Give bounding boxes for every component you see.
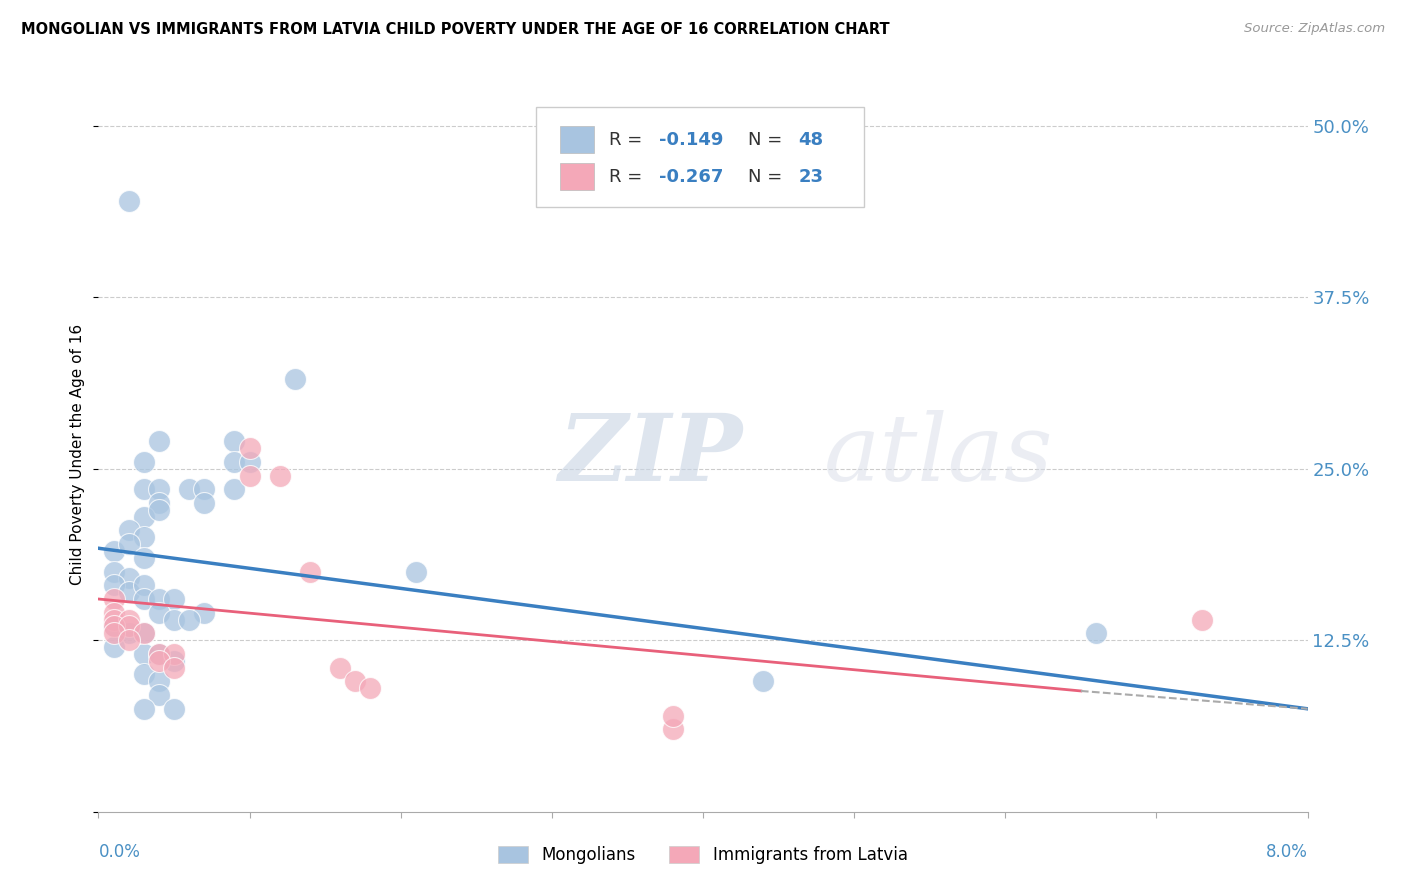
Text: -0.149: -0.149 bbox=[659, 130, 724, 148]
Point bbox=[193, 606, 215, 620]
Legend: Mongolians, Immigrants from Latvia: Mongolians, Immigrants from Latvia bbox=[498, 846, 908, 864]
Point bbox=[118, 633, 141, 648]
Point bbox=[163, 702, 186, 716]
Text: R =: R = bbox=[609, 130, 648, 148]
Point bbox=[662, 708, 685, 723]
Text: atlas: atlas bbox=[824, 410, 1053, 500]
Point bbox=[118, 619, 141, 633]
Point bbox=[360, 681, 382, 696]
Point bbox=[132, 482, 155, 496]
Point bbox=[148, 674, 170, 689]
Point bbox=[132, 509, 155, 524]
Point bbox=[239, 468, 262, 483]
Point bbox=[132, 578, 155, 592]
Point bbox=[132, 530, 155, 544]
Point bbox=[132, 647, 155, 661]
Text: MONGOLIAN VS IMMIGRANTS FROM LATVIA CHILD POVERTY UNDER THE AGE OF 16 CORRELATIO: MONGOLIAN VS IMMIGRANTS FROM LATVIA CHIL… bbox=[21, 22, 890, 37]
Point bbox=[132, 667, 155, 681]
Text: Source: ZipAtlas.com: Source: ZipAtlas.com bbox=[1244, 22, 1385, 36]
FancyBboxPatch shape bbox=[561, 163, 595, 190]
Point bbox=[132, 455, 155, 469]
Point bbox=[344, 674, 367, 689]
Point bbox=[118, 537, 141, 551]
Point bbox=[148, 647, 170, 661]
Point bbox=[224, 434, 246, 449]
Point bbox=[329, 660, 352, 674]
Point bbox=[118, 524, 141, 538]
Point bbox=[118, 585, 141, 599]
Point bbox=[239, 441, 262, 455]
Point bbox=[163, 647, 186, 661]
Point bbox=[148, 688, 170, 702]
Point bbox=[662, 723, 685, 737]
FancyBboxPatch shape bbox=[536, 107, 863, 207]
Text: N =: N = bbox=[748, 130, 787, 148]
Point bbox=[103, 613, 125, 627]
Text: 0.0%: 0.0% bbox=[98, 843, 141, 861]
Point bbox=[103, 592, 125, 607]
Point bbox=[103, 626, 125, 640]
Text: R =: R = bbox=[609, 168, 648, 186]
Point bbox=[148, 654, 170, 668]
Point bbox=[118, 626, 141, 640]
Point bbox=[405, 565, 427, 579]
Point bbox=[103, 578, 125, 592]
Point bbox=[103, 606, 125, 620]
Text: N =: N = bbox=[748, 168, 787, 186]
Text: 23: 23 bbox=[799, 168, 824, 186]
Point bbox=[163, 613, 186, 627]
Text: 48: 48 bbox=[799, 130, 824, 148]
FancyBboxPatch shape bbox=[561, 126, 595, 153]
Point bbox=[132, 626, 155, 640]
Point bbox=[163, 592, 186, 607]
Point bbox=[103, 565, 125, 579]
Text: 8.0%: 8.0% bbox=[1265, 843, 1308, 861]
Point bbox=[118, 571, 141, 585]
Point bbox=[179, 482, 201, 496]
Point bbox=[269, 468, 291, 483]
Point bbox=[148, 503, 170, 517]
Point bbox=[103, 640, 125, 654]
Point bbox=[132, 702, 155, 716]
Point bbox=[118, 194, 141, 208]
Point bbox=[299, 565, 322, 579]
Point bbox=[163, 660, 186, 674]
Point bbox=[132, 550, 155, 565]
Point bbox=[752, 674, 775, 689]
Point bbox=[103, 619, 125, 633]
Point bbox=[239, 455, 262, 469]
Point bbox=[148, 647, 170, 661]
Point bbox=[148, 496, 170, 510]
Point bbox=[224, 482, 246, 496]
Point bbox=[163, 654, 186, 668]
Point bbox=[1085, 626, 1108, 640]
Point bbox=[132, 626, 155, 640]
Text: ZIP: ZIP bbox=[558, 410, 742, 500]
Point bbox=[148, 482, 170, 496]
Point bbox=[1191, 613, 1213, 627]
Point bbox=[132, 592, 155, 607]
Point bbox=[148, 592, 170, 607]
Point bbox=[284, 372, 307, 386]
Point bbox=[193, 496, 215, 510]
Point bbox=[224, 455, 246, 469]
Y-axis label: Child Poverty Under the Age of 16: Child Poverty Under the Age of 16 bbox=[70, 325, 86, 585]
Point bbox=[103, 544, 125, 558]
Point bbox=[148, 434, 170, 449]
Point bbox=[179, 613, 201, 627]
Point bbox=[193, 482, 215, 496]
Text: -0.267: -0.267 bbox=[659, 168, 724, 186]
Point bbox=[148, 606, 170, 620]
Point bbox=[103, 619, 125, 633]
Point bbox=[118, 613, 141, 627]
